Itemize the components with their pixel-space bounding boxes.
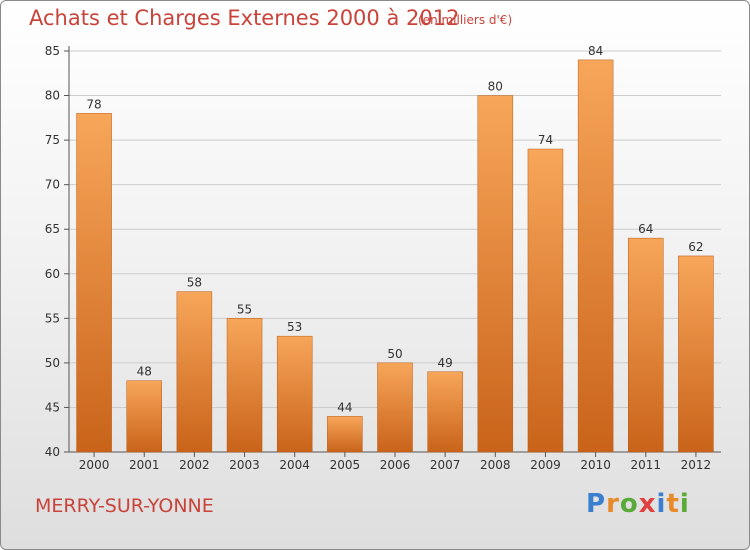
brand-letter: t <box>666 489 680 519</box>
brand-letter: P <box>586 489 607 519</box>
data-label: 84 <box>588 44 603 58</box>
x-tick-label: 2009 <box>530 458 561 472</box>
bar <box>427 371 463 453</box>
data-label: 49 <box>438 356 453 370</box>
y-tick-label: 75 <box>45 133 60 147</box>
y-tick-label: 40 <box>45 445 60 459</box>
brand-letter: x <box>638 489 657 519</box>
data-label: 44 <box>337 400 352 414</box>
data-label: 62 <box>688 240 703 254</box>
x-tick-label: 2007 <box>430 458 461 472</box>
bar <box>176 291 213 453</box>
x-tick-label: 2011 <box>630 458 661 472</box>
y-tick-label: 45 <box>45 400 60 414</box>
data-label: 78 <box>86 97 101 111</box>
data-label: 64 <box>638 222 653 236</box>
x-tick-label: 2006 <box>380 458 411 472</box>
proxiti-logo: Proxiti <box>586 489 690 519</box>
x-tick-label: 2004 <box>279 458 310 472</box>
chart-title: Achats et Charges Externes 2000 à 2012 <box>29 6 460 30</box>
brand-letter: o <box>619 489 639 519</box>
commune-name: MERRY-SUR-YONNE <box>35 495 214 517</box>
x-tick-label: 2002 <box>179 458 210 472</box>
data-label: 48 <box>137 365 152 379</box>
bar <box>477 95 514 453</box>
chart-subtitle: (en milliers d'€) <box>418 13 513 27</box>
y-tick-label: 85 <box>45 44 60 58</box>
bar <box>126 380 162 453</box>
x-tick-label: 2005 <box>330 458 361 472</box>
x-tick-label: 2000 <box>79 458 110 472</box>
y-tick-label: 65 <box>45 222 60 236</box>
bar <box>276 335 313 453</box>
x-tick-label: 2010 <box>580 458 611 472</box>
y-tick-label: 50 <box>45 356 60 370</box>
bar <box>527 148 564 453</box>
data-label: 80 <box>488 80 503 94</box>
bar <box>577 59 614 453</box>
y-tick-label: 55 <box>45 311 60 325</box>
bar <box>327 416 363 453</box>
y-tick-label: 70 <box>45 178 60 192</box>
bar <box>628 237 664 453</box>
brand-letter: i <box>656 489 667 519</box>
x-tick-label: 2003 <box>229 458 260 472</box>
data-label: 50 <box>387 347 402 361</box>
brand-letter: r <box>606 489 620 519</box>
data-label: 58 <box>187 276 202 290</box>
brand-letter: i <box>679 489 690 519</box>
data-label: 74 <box>538 133 553 147</box>
bar <box>377 362 413 453</box>
data-label: 55 <box>237 302 252 316</box>
data-label: 53 <box>287 320 302 334</box>
x-tick-label: 2012 <box>681 458 712 472</box>
bar <box>226 318 263 453</box>
y-tick-label: 80 <box>45 89 60 103</box>
bar <box>76 113 112 453</box>
y-tick-label: 60 <box>45 267 60 281</box>
bar <box>678 255 714 453</box>
x-tick-label: 2001 <box>129 458 160 472</box>
x-tick-label: 2008 <box>480 458 511 472</box>
